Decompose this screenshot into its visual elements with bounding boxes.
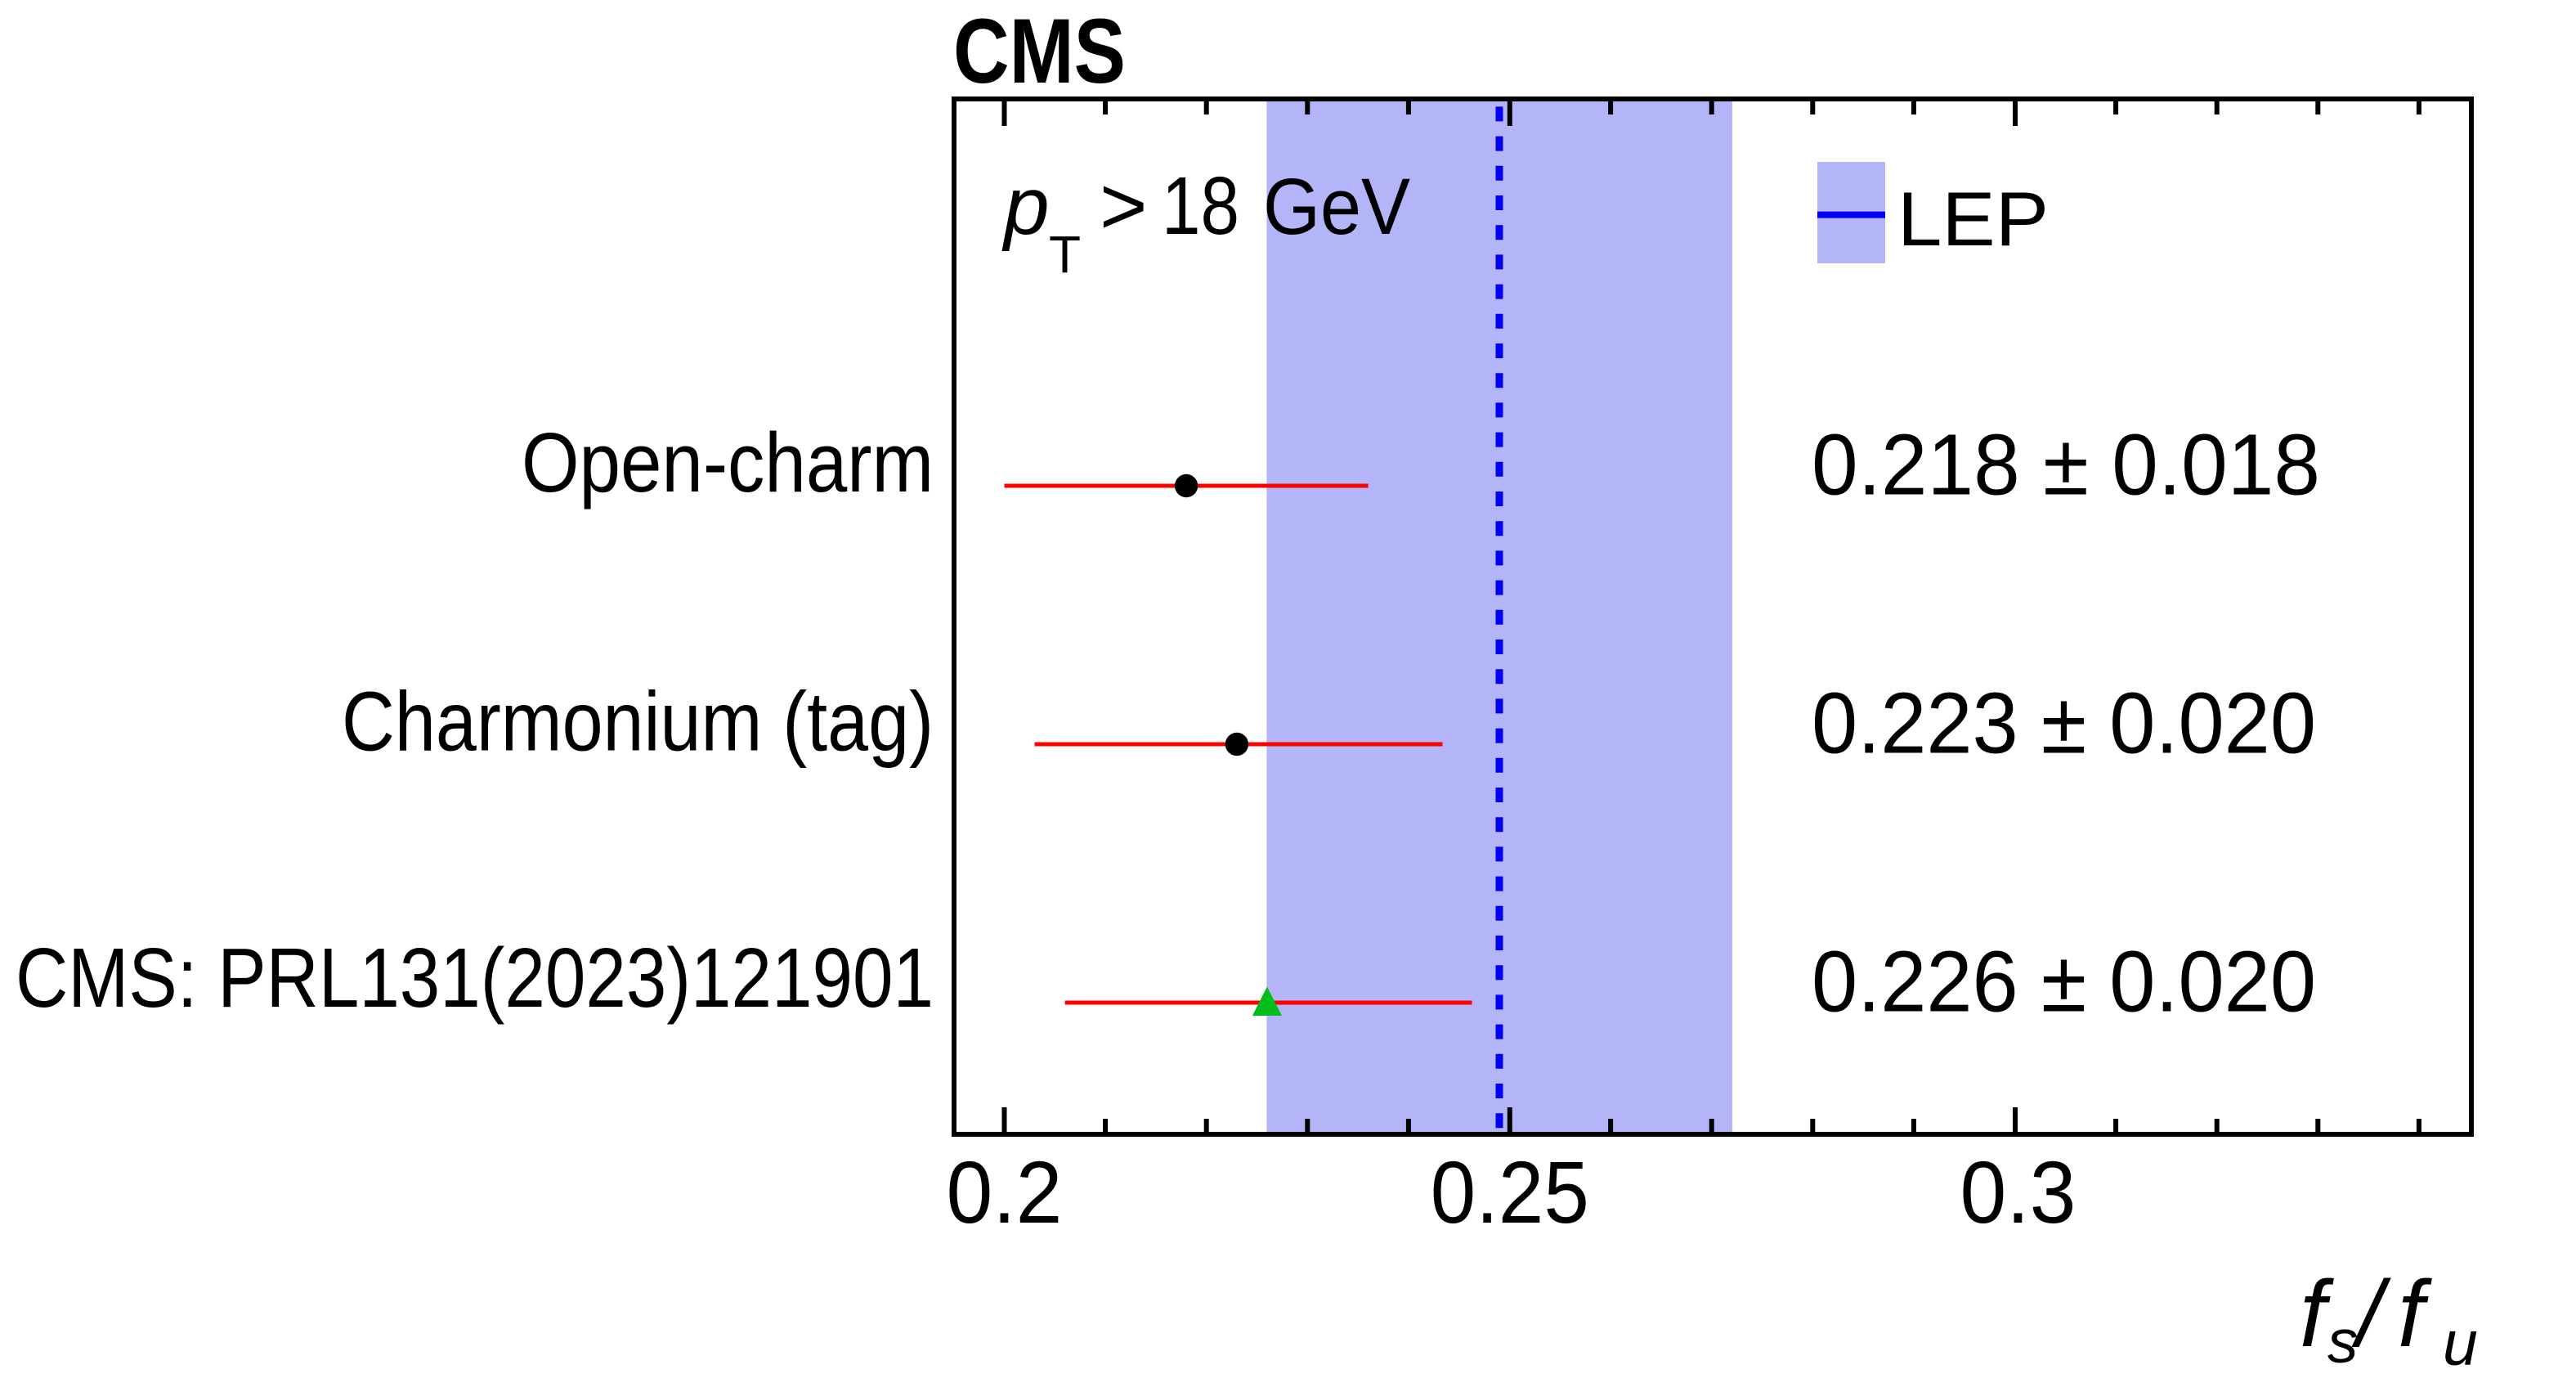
- svg-text:LEP: LEP: [1897, 176, 2049, 262]
- svg-text:CMS: PRL131(2023)121901: CMS: PRL131(2023)121901: [16, 931, 934, 1025]
- svg-text:s: s: [2327, 1307, 2359, 1376]
- svg-text:0.3: 0.3: [1960, 1142, 2076, 1241]
- svg-text:u: u: [2443, 1308, 2478, 1379]
- svg-text:Open-charm: Open-charm: [522, 415, 934, 509]
- svg-text:CMS: CMS: [953, 0, 1126, 102]
- svg-text:T: T: [1049, 225, 1081, 284]
- svg-text:Charmonium (tag): Charmonium (tag): [342, 675, 934, 769]
- svg-text:0.25: 0.25: [1431, 1142, 1589, 1241]
- svg-text:0.226 ± 0.020: 0.226 ± 0.020: [1812, 934, 2316, 1030]
- svg-text:>: >: [1100, 160, 1147, 252]
- svg-text:0.218 ± 0.018: 0.218 ± 0.018: [1812, 417, 2320, 514]
- svg-text:0.223 ± 0.020: 0.223 ± 0.020: [1812, 676, 2316, 772]
- svg-text:0.2: 0.2: [947, 1142, 1063, 1241]
- svg-text:p: p: [1001, 160, 1050, 252]
- svg-text:GeV: GeV: [1263, 162, 1410, 251]
- svg-text:18: 18: [1162, 160, 1239, 252]
